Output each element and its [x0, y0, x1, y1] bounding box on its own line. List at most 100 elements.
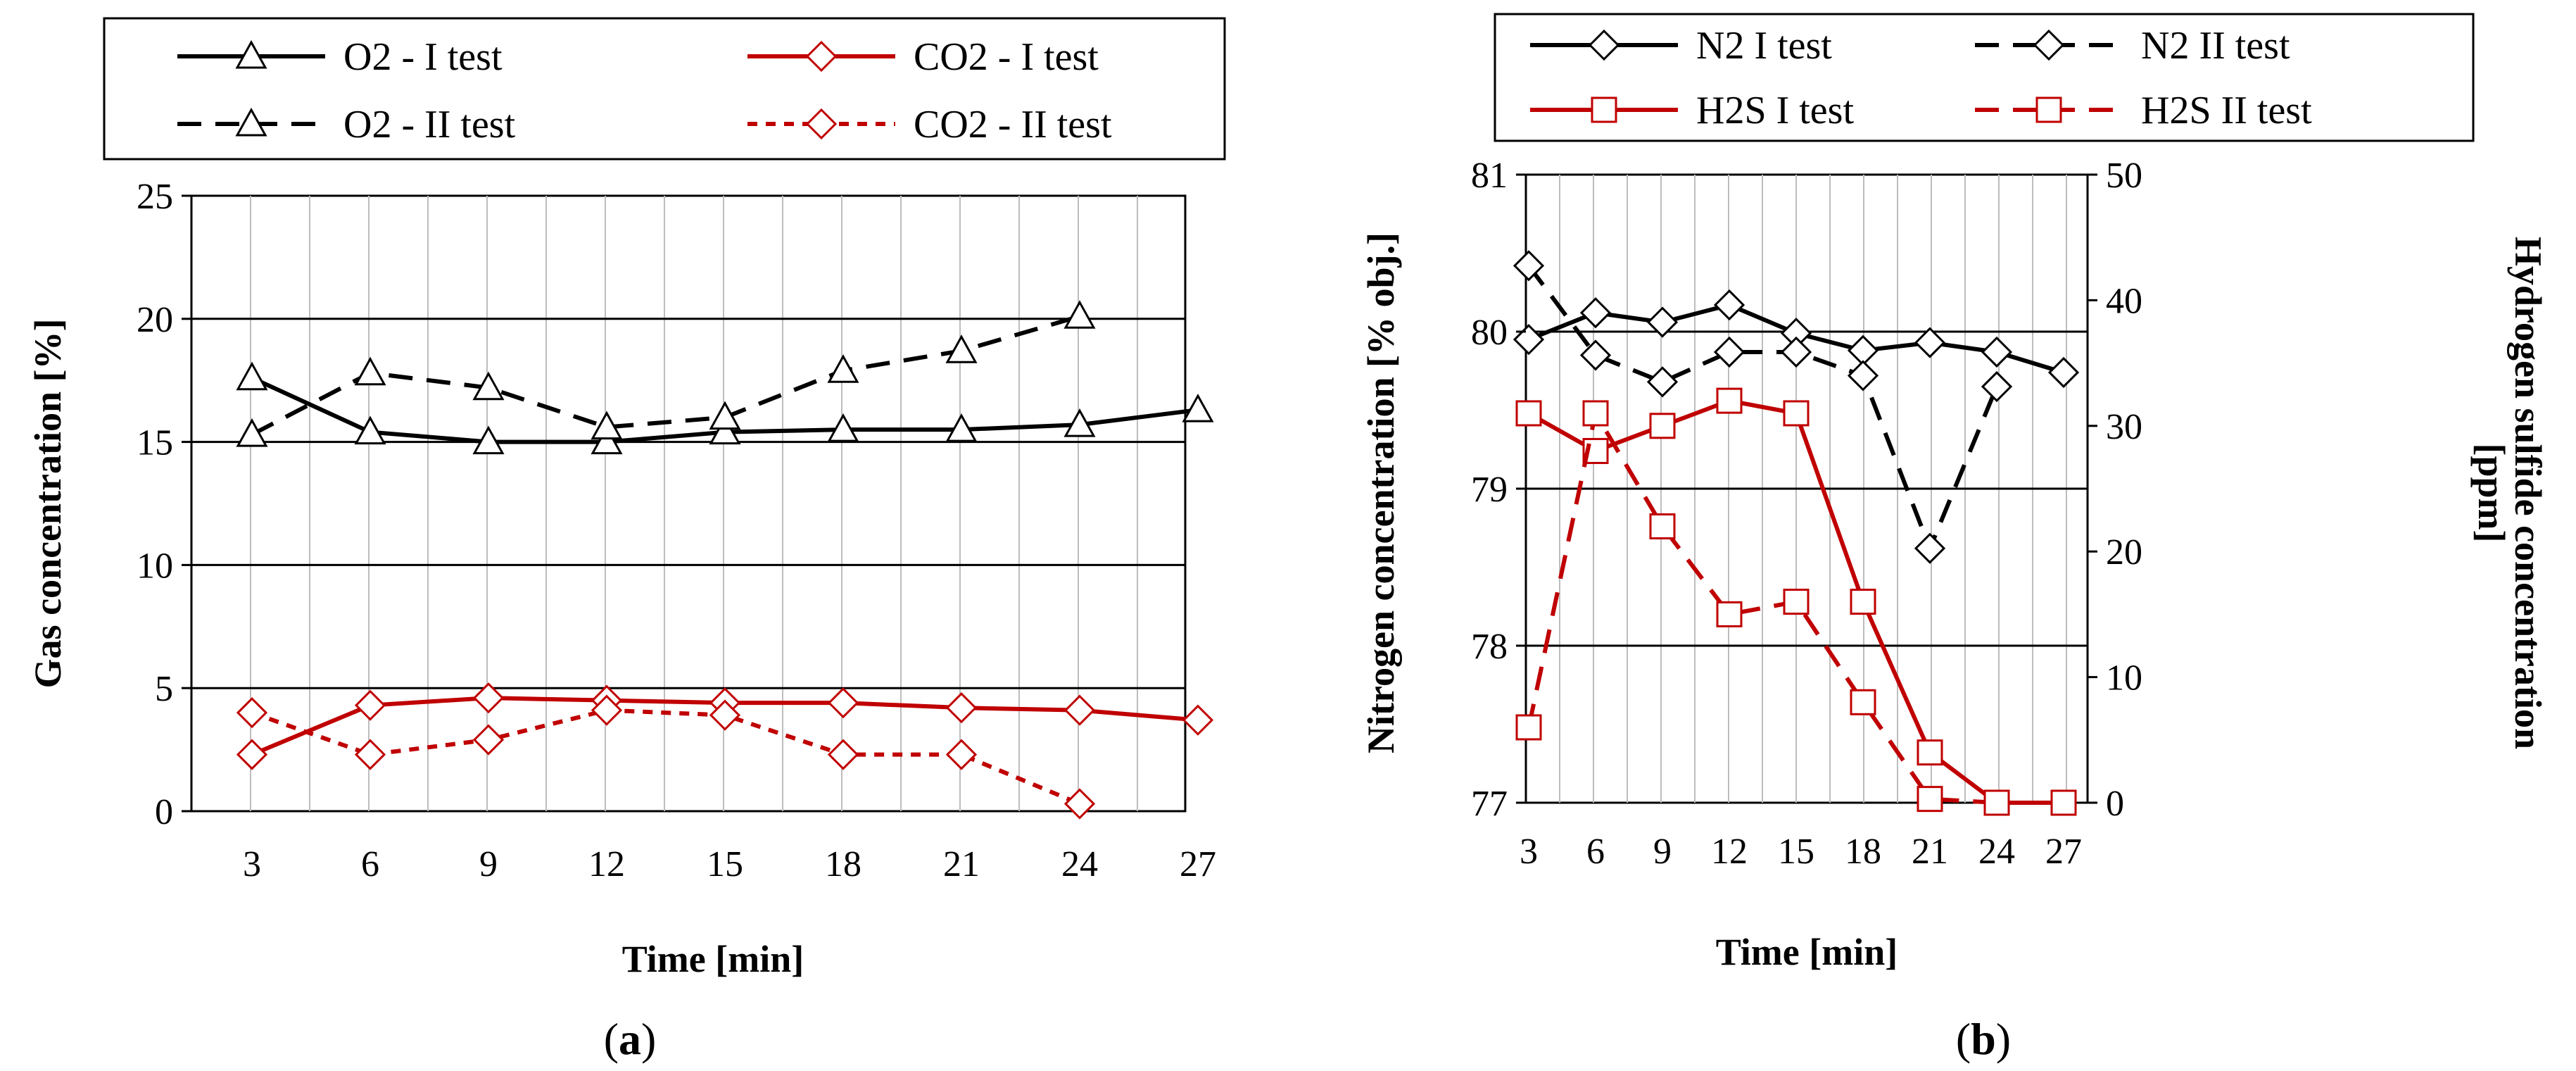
- series: [236, 694, 1096, 820]
- series-a: [236, 300, 1214, 820]
- x-tick-label: 27: [1180, 844, 1216, 884]
- legend-label: O2 - II test: [343, 103, 516, 146]
- x-tick-label: 9: [1653, 832, 1672, 872]
- y-tick-label: 10: [137, 546, 173, 586]
- data-point: [1513, 250, 1545, 282]
- series-line: [1527, 264, 1999, 554]
- y-tick-label-left: 78: [1471, 627, 1508, 667]
- x-tick-label: 15: [707, 844, 743, 884]
- legend-label: H2S I test: [1696, 89, 1854, 132]
- y-tick-label-left: 79: [1471, 470, 1508, 510]
- y-tick-label-left: 81: [1471, 156, 1508, 196]
- x-tick-label: 21: [943, 844, 980, 884]
- y-axis-label-right-b-line2: [ppm]: [2470, 443, 2513, 542]
- series-line: [251, 708, 1081, 806]
- data-point: [1716, 387, 1743, 414]
- data-point: [1981, 336, 2013, 368]
- data-point: [945, 413, 978, 442]
- data-point: [945, 334, 978, 363]
- data-point: [472, 724, 505, 756]
- data-point: [236, 697, 268, 729]
- y-tick-label-right: 10: [2106, 658, 2142, 699]
- series-line: [1527, 407, 1997, 805]
- y-tick-label-left: 77: [1471, 784, 1508, 824]
- data-point: [1914, 532, 1946, 564]
- data-point: [1783, 400, 1810, 427]
- legend-swatch-marker: [805, 40, 838, 73]
- x-tick-label: 21: [1912, 832, 1948, 872]
- data-point: [827, 413, 859, 442]
- series-b: [1513, 250, 2080, 816]
- data-point: [354, 415, 386, 445]
- data-point: [591, 425, 623, 455]
- x-axis-label-a: Time [min]: [622, 938, 804, 980]
- x-tick-label: 6: [361, 844, 379, 884]
- y-tick-label: 5: [155, 669, 173, 709]
- data-point: [236, 739, 268, 770]
- data-point: [472, 425, 505, 455]
- data-point: [709, 401, 741, 430]
- x-tick-label: 12: [1711, 832, 1748, 872]
- data-point: [827, 687, 859, 719]
- data-point: [709, 699, 741, 731]
- y-tick-label: 0: [155, 792, 173, 832]
- x-tick-label: 12: [588, 844, 625, 884]
- legend-label: CO2 - I test: [914, 35, 1099, 79]
- data-point: [1981, 370, 2013, 403]
- data-point: [591, 411, 623, 440]
- data-point: [1713, 289, 1745, 321]
- legend-entry: N2 II test: [1975, 24, 2290, 68]
- series: [236, 361, 1214, 455]
- data-point: [1917, 786, 1943, 813]
- data-point: [1649, 513, 1676, 540]
- data-point: [1914, 327, 1946, 358]
- x-tick-label: 9: [479, 844, 498, 884]
- data-point: [827, 739, 859, 770]
- x-tick-label: 3: [1520, 832, 1538, 872]
- gridlines-b: [1526, 175, 2088, 803]
- data-point: [2050, 789, 2077, 816]
- data-point: [1579, 339, 1612, 371]
- y-tick-label-right: 20: [2106, 532, 2142, 572]
- data-point: [709, 415, 741, 445]
- x-tick-label: 27: [2045, 832, 2082, 872]
- series: [1515, 400, 2010, 816]
- x-tick-label: 24: [1978, 832, 2015, 872]
- caption-a-letter: a: [619, 1014, 641, 1064]
- legend-a: O2 - I test CO2 - I test O2 - II test CO2 -…: [177, 35, 1112, 146]
- legend-b: N2 I test N2 II test H2S I test H2S II test: [1530, 24, 2312, 132]
- data-point: [1182, 394, 1214, 422]
- x-tick-label: 3: [243, 844, 261, 884]
- legend-entry: H2S I test: [1530, 89, 1854, 132]
- data-point: [591, 694, 623, 726]
- y-tick-label-right: 50: [2106, 156, 2142, 196]
- series: [1513, 250, 2013, 564]
- legend-entry: N2 I test: [1530, 24, 1832, 68]
- caption-a: (a): [604, 1014, 657, 1064]
- y-axis-label-right-b-line1: Hydrogen sulfide concentration: [2507, 237, 2549, 749]
- legend-b-box: [1494, 13, 2475, 142]
- series-line: [251, 314, 1080, 437]
- legend-label: N2 I test: [1696, 24, 1832, 68]
- x-axis-label-b: Time [min]: [1716, 931, 1898, 973]
- x-tick-label: 15: [1778, 832, 1814, 872]
- legend-label: N2 II test: [2141, 24, 2290, 68]
- caption-b: (b): [1956, 1014, 2011, 1064]
- legend-swatch-marker: [235, 39, 267, 69]
- x-tick-label: 18: [1845, 832, 1881, 872]
- y-tick-label: 15: [137, 423, 173, 463]
- data-point: [2047, 356, 2080, 389]
- y-tick-label-right: 0: [2106, 784, 2124, 824]
- legend-entry: CO2 - II test: [747, 103, 1112, 146]
- legend-entry: CO2 - I test: [747, 35, 1099, 79]
- y-axis-label-left-b: Nitrogen concentration [% obj.]: [1360, 232, 1402, 753]
- data-point: [1063, 694, 1096, 726]
- data-point: [236, 418, 268, 447]
- data-point: [1780, 336, 1812, 368]
- legend-a-box: [103, 17, 1226, 161]
- y-tick-label-right: 40: [2106, 281, 2142, 321]
- data-point: [1515, 714, 1542, 741]
- data-point: [1582, 400, 1609, 427]
- y-tick-label: 25: [137, 177, 173, 217]
- x-tick-label: 6: [1586, 832, 1605, 872]
